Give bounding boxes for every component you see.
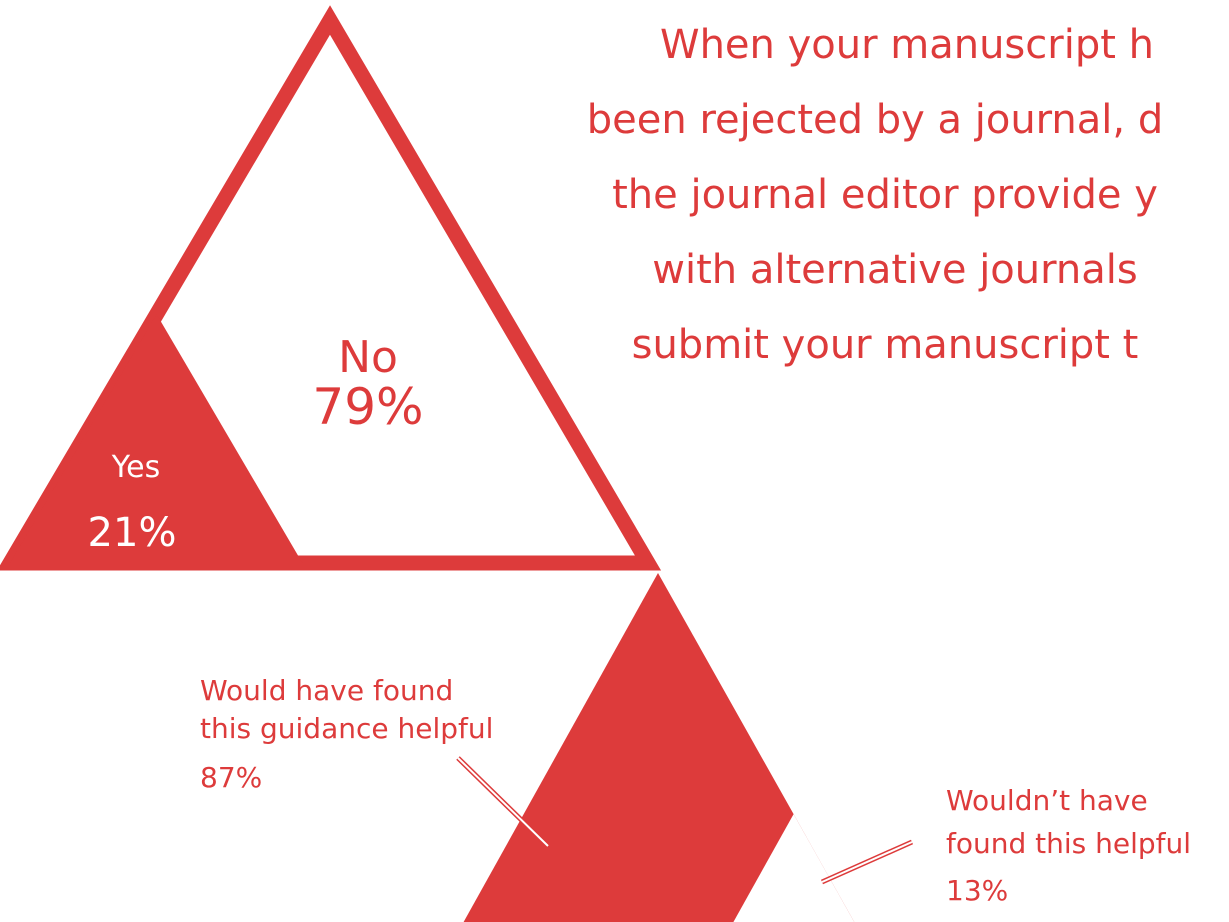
lower-triangle-group: Would have found this guidance helpful 8… (200, 573, 1191, 922)
title-line-3: the journal editor provide y (612, 172, 1158, 218)
helpful-leader-line-core (457, 757, 549, 847)
yes-label: Yes (111, 450, 160, 485)
helpful-slice (463, 573, 855, 922)
not-helpful-label-line-1: Wouldn’t have (946, 784, 1148, 817)
helpful-label-line-2: this guidance helpful (200, 712, 493, 745)
yes-value-label: 21% (88, 510, 177, 556)
upper-triangle-outline (0, 5, 662, 571)
title-line-4: with alternative journals (652, 247, 1137, 293)
yes-slice (10, 314, 303, 563)
not-helpful-label-line-2: found this helpful (946, 827, 1191, 860)
title-line-1: When your manuscript h (660, 22, 1154, 68)
not-helpful-leader-line-core (821, 841, 913, 883)
title-line-5: submit your manuscript t (632, 322, 1139, 368)
question-title: When your manuscript h been rejected by … (587, 22, 1163, 368)
upper-triangle-group: No 79% Yes 21% (0, 5, 662, 571)
no-label: No (338, 332, 398, 383)
no-value-label: 79% (312, 378, 423, 436)
helpful-value-label: 87% (200, 761, 262, 794)
not-helpful-value-label: 13% (946, 874, 1008, 907)
not-helpful-slice (733, 814, 855, 922)
title-line-2: been rejected by a journal, d (587, 97, 1163, 143)
helpful-label-line-1: Would have found (200, 674, 453, 707)
